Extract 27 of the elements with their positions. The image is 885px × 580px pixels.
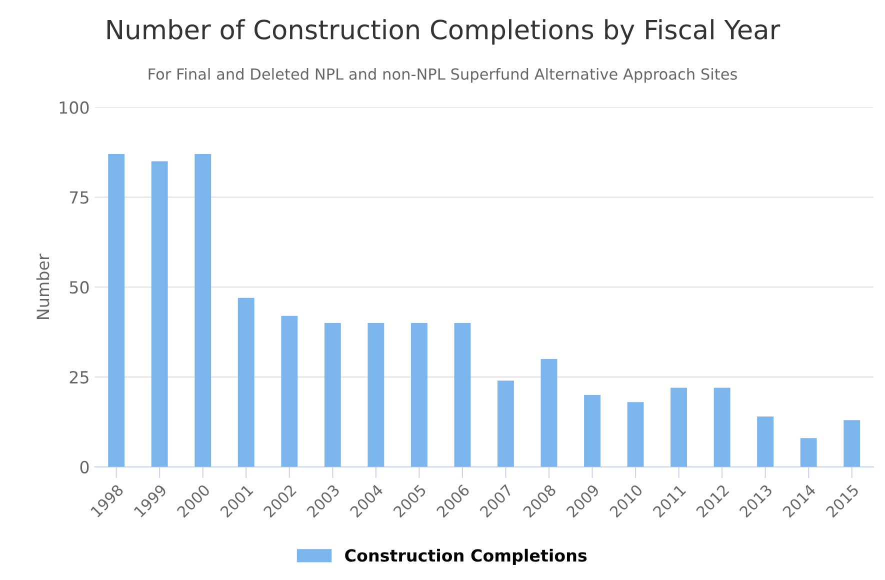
y-tick-label: 25 bbox=[70, 370, 88, 384]
bar bbox=[627, 402, 644, 467]
bar bbox=[194, 154, 212, 467]
bar bbox=[714, 388, 730, 467]
bar bbox=[498, 380, 514, 467]
bar bbox=[800, 438, 817, 467]
bar bbox=[757, 416, 774, 467]
chart-title: Number of Construction Completions by Fiscal Year bbox=[107, 19, 780, 45]
y-axis-title: Number bbox=[36, 254, 50, 319]
bar bbox=[670, 388, 688, 467]
bar bbox=[324, 323, 341, 467]
y-tick-label: 50 bbox=[70, 281, 89, 294]
y-tick-label: 0 bbox=[80, 460, 89, 474]
bar bbox=[454, 323, 471, 467]
bar bbox=[281, 316, 298, 467]
bar bbox=[368, 323, 384, 467]
bar bbox=[584, 394, 600, 467]
bar bbox=[108, 154, 125, 467]
bar bbox=[410, 323, 428, 467]
chart-subtitle: For Final and Deleted NPL and non-NPL Superfund Alternative Approach Sites bbox=[148, 68, 737, 83]
y-tick-label: 75 bbox=[70, 191, 88, 204]
y-tick-label: 100 bbox=[60, 101, 89, 114]
bar bbox=[238, 298, 254, 467]
bar bbox=[151, 161, 168, 467]
bar bbox=[844, 420, 860, 467]
bar bbox=[540, 359, 558, 467]
legend-label: Construction Completions bbox=[345, 548, 587, 565]
